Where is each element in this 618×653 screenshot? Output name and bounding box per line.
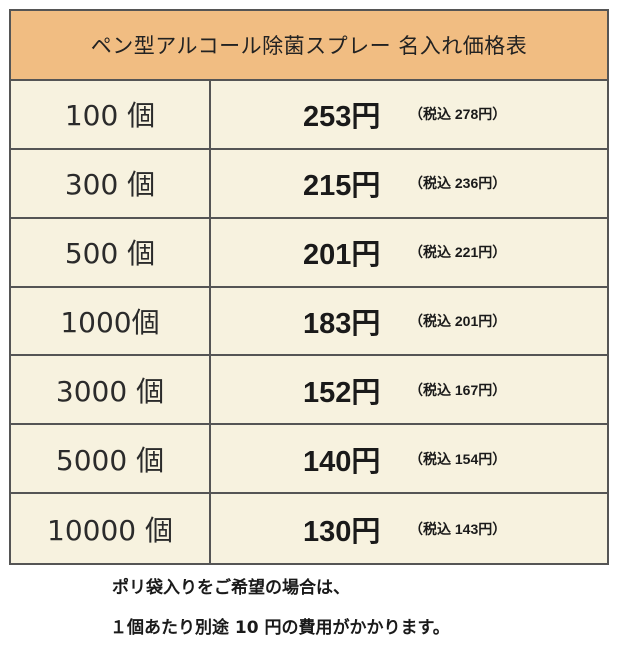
quantity-cell: 5000 個: [11, 425, 211, 495]
tax-included-price: （税込 278円）: [409, 106, 507, 123]
price-cell: 253円 （税込 278円）: [211, 81, 607, 150]
unit-price: 140円: [303, 445, 381, 478]
unit-price: 253円: [303, 101, 381, 134]
price-cell: 140円 （税込 154円）: [211, 425, 607, 495]
unit-price: 215円: [303, 170, 381, 203]
unit-price: 201円: [303, 239, 381, 272]
price-cell: 152円 （税込 167円）: [211, 356, 607, 426]
price-cell: 130円 （税込 143円）: [211, 494, 607, 563]
price-cell: 183円 （税込 201円）: [211, 287, 607, 357]
tax-included-price: （税込 154円）: [409, 450, 507, 467]
price-cell: 201円 （税込 221円）: [211, 218, 607, 288]
tax-included-price: （税込 236円）: [409, 175, 507, 192]
price-table: ペン型アルコール除菌スプレー 名入れ価格表 100 個 253円 （税込 278…: [9, 9, 609, 565]
quantity-cell: 1000個: [11, 287, 211, 357]
tax-included-price: （税込 201円）: [409, 312, 507, 329]
quantity-cell: 300 個: [11, 149, 211, 219]
price-cell: 215円 （税込 236円）: [211, 149, 607, 219]
tax-included-price: （税込 143円）: [409, 520, 507, 537]
bag-note-line-1: ポリ袋入りをご希望の場合は、: [112, 578, 350, 598]
unit-price: 152円: [303, 376, 381, 409]
quantity-cell: 3000 個: [11, 356, 211, 426]
quantity-cell: 500 個: [11, 218, 211, 288]
unit-price: 183円: [303, 307, 381, 340]
quantity-cell: 10000 個: [11, 494, 211, 563]
bag-note-line-2: １個あたり別途 10 円の費用がかかります。: [110, 618, 450, 638]
quantity-cell: 100 個: [11, 81, 211, 150]
tax-included-price: （税込 221円）: [409, 244, 507, 261]
table-title: ペン型アルコール除菌スプレー 名入れ価格表: [11, 11, 607, 81]
tax-included-price: （税込 167円）: [409, 381, 507, 398]
unit-price: 130円: [303, 515, 381, 548]
